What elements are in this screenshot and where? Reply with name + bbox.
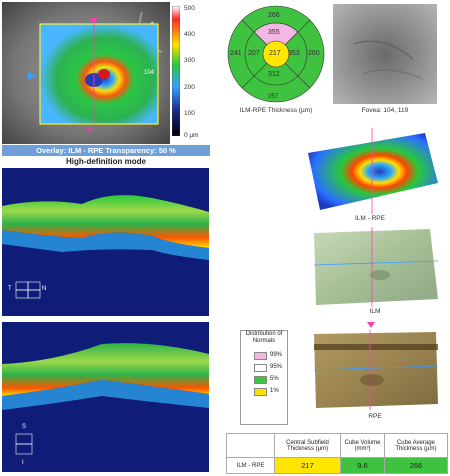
map-3d-rpe-caption: RPE [368, 413, 382, 420]
map-3d-ilm [310, 227, 440, 307]
legend-swatch-1 [254, 388, 267, 396]
scale-tick-5: 0 µm [184, 132, 199, 139]
scale-tick-2: 300 [184, 57, 195, 64]
header-central-subfield: Central Subfield Thickness (µm) [273, 432, 342, 459]
map-3d-ilm-rpe [300, 128, 440, 214]
hd-mode-label: High-definition mode [66, 157, 146, 166]
scale-tick-1: 400 [184, 31, 195, 38]
table-corner [226, 432, 275, 459]
map-3d-ilm-rpe-caption: ILM - RPE [355, 215, 385, 222]
bscan-vertical: S I [2, 322, 209, 472]
etdrs-inner-superior: 355 [268, 29, 280, 36]
overlay-caption: Overlay: ILM - RPE Transparency: 50 % [2, 145, 210, 156]
legend-label-1: 1% [270, 388, 279, 394]
bscan-horizontal: T N [2, 168, 209, 316]
etdrs-outer-nasal: 260 [308, 50, 320, 57]
legend-label-5: 5% [270, 376, 279, 382]
etdrs-thickness-grid: 266 355 241 207 217 353 260 312 257 [226, 4, 326, 104]
fovea-slo-image [333, 4, 437, 104]
scale-tick-0: 500 [184, 5, 195, 12]
etdrs-inner-nasal: 353 [288, 50, 300, 57]
map-3d-rpe [312, 330, 440, 410]
row-label: ILM - RPE [226, 457, 275, 474]
etdrs-central: 217 [269, 50, 281, 57]
bscan-top-temporal-label: T [8, 286, 12, 292]
header-cube-average: Cube Average Thickness (µm) [383, 432, 449, 459]
etdrs-caption: ILM-RPE Thickness (µm) [239, 107, 313, 114]
scale-tick-3: 200 [184, 84, 195, 91]
legend-swatch-95 [254, 364, 267, 372]
legend-title: Distribution of Normals [245, 331, 283, 344]
value-cube-volume: 9.6 [340, 457, 385, 474]
etdrs-inner-temporal: 207 [248, 50, 260, 57]
etdrs-inner-inferior: 312 [268, 71, 280, 78]
thickness-color-scale [172, 6, 180, 136]
fundus-marker-bottom: 00 [86, 128, 93, 134]
bscan-bottom-inferior-label: I [22, 460, 24, 466]
fundus-marker-right: 104 [144, 70, 155, 76]
scale-tick-4: 100 [184, 110, 195, 117]
fovea-caption: Fovea: 104, 119 [361, 107, 409, 114]
value-cube-average: 266 [383, 457, 449, 474]
map-marker-icon [367, 322, 375, 328]
etdrs-outer-inferior: 257 [268, 94, 279, 100]
map-3d-ilm-caption: ILM [369, 308, 381, 315]
etdrs-outer-superior: 266 [268, 12, 280, 19]
header-cube-volume: Cube Volume (mm³) [340, 432, 385, 459]
etdrs-outer-temporal: 241 [230, 50, 242, 57]
legend-label-99: 99% [270, 352, 283, 358]
bscan-bottom-superior-label: S [22, 424, 27, 430]
legend-swatch-99 [254, 352, 267, 360]
value-central-subfield: 217 [273, 457, 342, 474]
thickness-summary-table: Central Subfield Thickness (µm) Cube Vol… [226, 432, 449, 474]
legend-label-95: 95% [270, 364, 283, 370]
bscan-top-nasal-label: N [42, 286, 47, 292]
fundus-overlay-image: 104 00 [2, 2, 170, 144]
legend-swatch-5 [254, 376, 267, 384]
